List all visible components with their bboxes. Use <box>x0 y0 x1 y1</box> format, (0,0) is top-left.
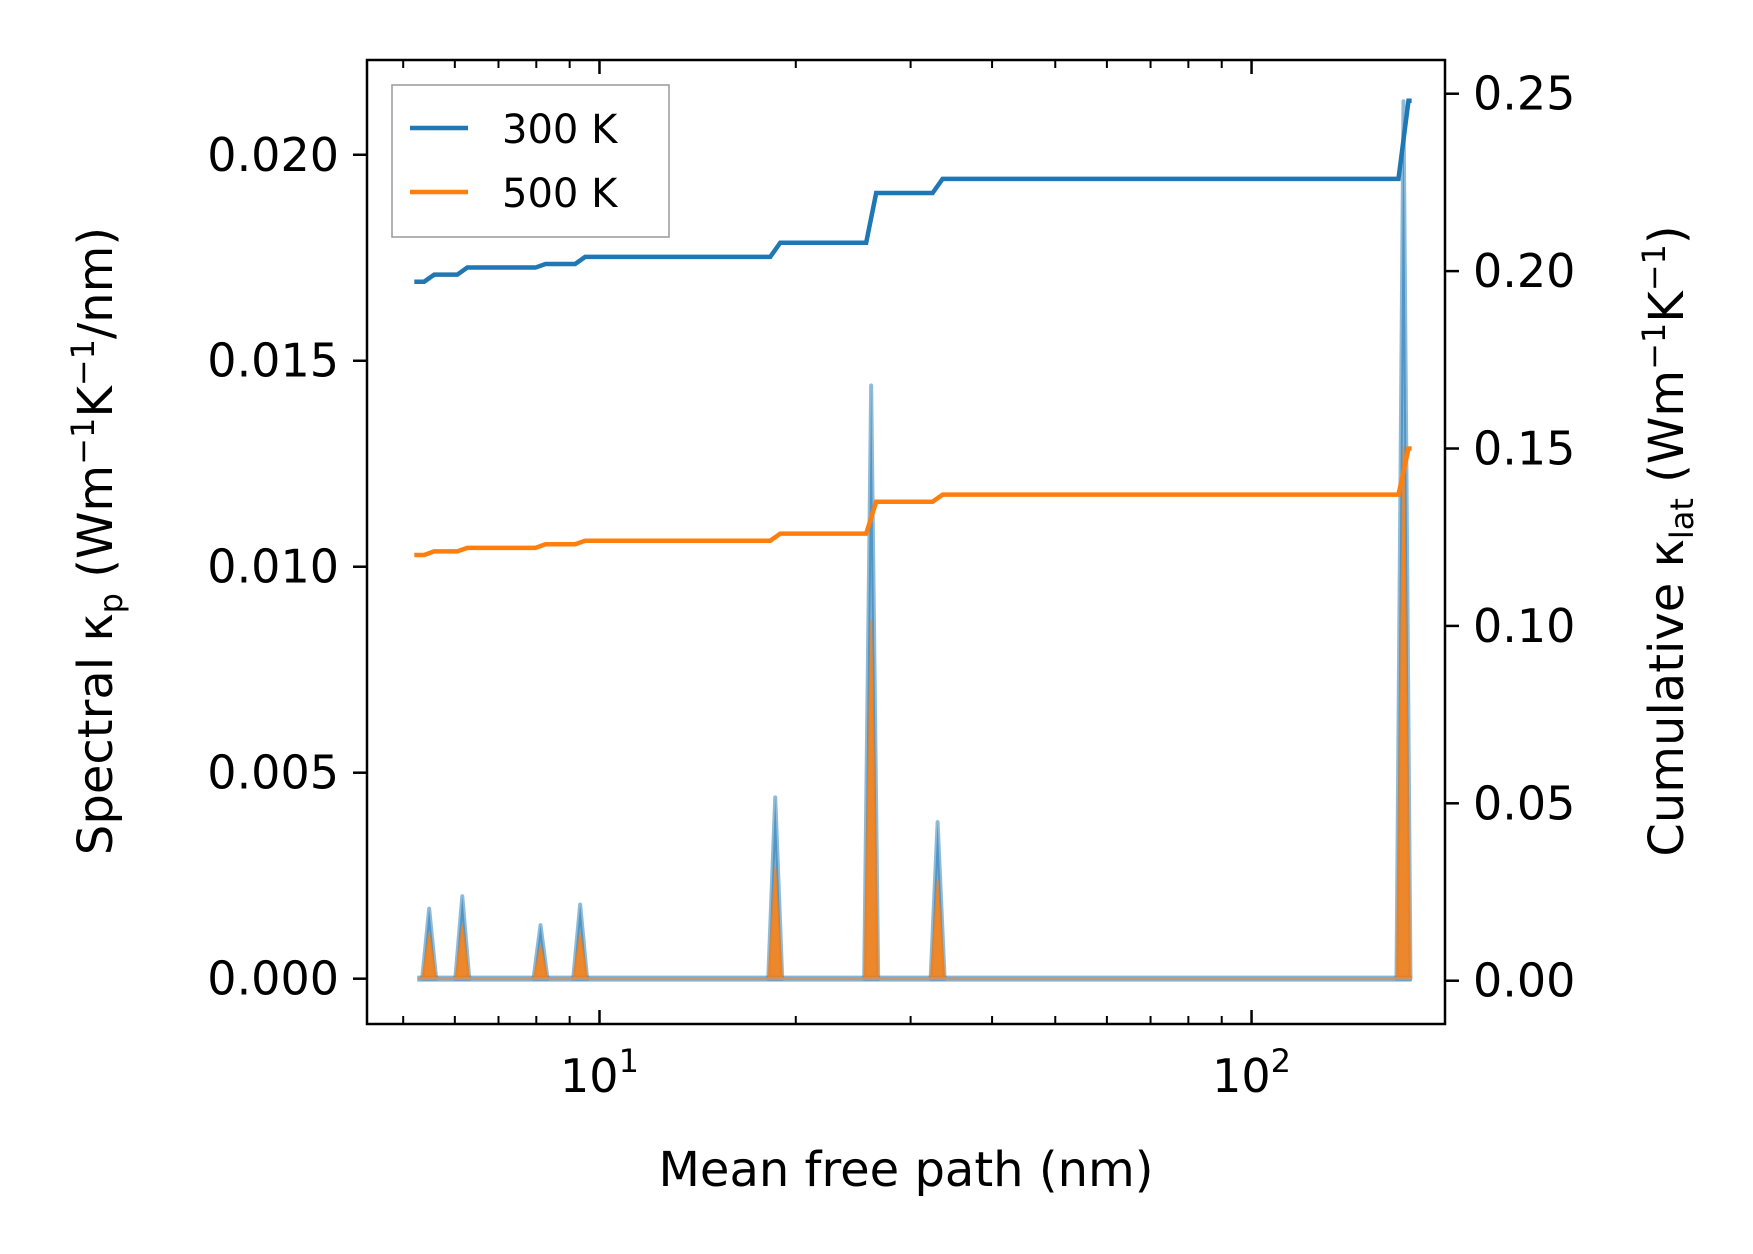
y-right-tick-label: 0.10 <box>1473 599 1575 653</box>
y-right-label-mid: K <box>1639 290 1695 323</box>
x-tick-label-exponent: 2 <box>1271 1042 1291 1080</box>
x-tick-label: 102 <box>1212 1042 1291 1103</box>
spectral-peaks <box>417 99 1413 982</box>
y-right-label-base: Cumulative κ <box>1639 539 1695 857</box>
x-tick-label-base: 10 <box>1212 1049 1271 1103</box>
y-right-label-sup2: −1 <box>1635 244 1673 291</box>
y-left-tick-label: 0.015 <box>207 334 339 388</box>
y-axis-right-label: Cumulative κlat (Wm−1K−1) <box>1635 225 1701 856</box>
x-axis-label: Mean free path (nm) <box>659 1142 1154 1198</box>
legend-box <box>391 84 670 238</box>
y-right-label-units-open: (Wm <box>1639 370 1695 498</box>
axis-ticks: 0.000 0.005 0.010 0.015 0.020 0.00 0.05 0.10 0.1… <box>207 60 1575 1103</box>
y-right-label-sup1: −1 <box>1635 323 1673 370</box>
legend: 300 K 500 K <box>391 84 670 238</box>
y-left-label-base: Spectral κ <box>68 613 124 855</box>
legend-label-300k: 300 K <box>502 107 619 153</box>
plot-frame <box>365 58 1447 1026</box>
cumulative-line-300k <box>414 98 1412 285</box>
y-left-label-mid: K <box>68 385 124 418</box>
y-right-tick-label: 0.25 <box>1473 67 1575 121</box>
y-left-label-units-open: (Wm <box>68 465 124 593</box>
x-tick-label: 101 <box>560 1042 639 1103</box>
y-right-tick-label: 0.00 <box>1473 954 1575 1008</box>
y-right-tick-label: 0.15 <box>1473 422 1575 476</box>
y-right-tick-label: 0.20 <box>1473 244 1575 298</box>
x-tick-label-base: 10 <box>560 1049 619 1103</box>
y-left-tick-label: 0.020 <box>207 128 339 182</box>
x-tick-label-exponent: 1 <box>619 1042 639 1080</box>
y-right-tick-label: 0.05 <box>1473 776 1575 830</box>
y-left-label-units-close: /nm) <box>68 227 124 339</box>
y-right-label-sub: lat <box>1663 498 1701 539</box>
y-axis-left-label: Spectral κp (Wm−1K−1/nm) <box>64 227 130 855</box>
cumulative-lines <box>414 98 1412 558</box>
y-left-label-sup1: −1 <box>64 418 102 465</box>
y-right-label-units-close: ) <box>1639 225 1695 244</box>
y-left-tick-label: 0.005 <box>207 746 339 800</box>
y-left-label-sup2: −1 <box>64 339 102 386</box>
cumulative-line-500k <box>414 446 1412 558</box>
legend-label-500k: 500 K <box>502 171 619 217</box>
y-left-tick-label: 0.010 <box>207 540 339 594</box>
y-left-label-sub: p <box>92 593 130 613</box>
y-left-tick-label: 0.000 <box>207 952 339 1006</box>
